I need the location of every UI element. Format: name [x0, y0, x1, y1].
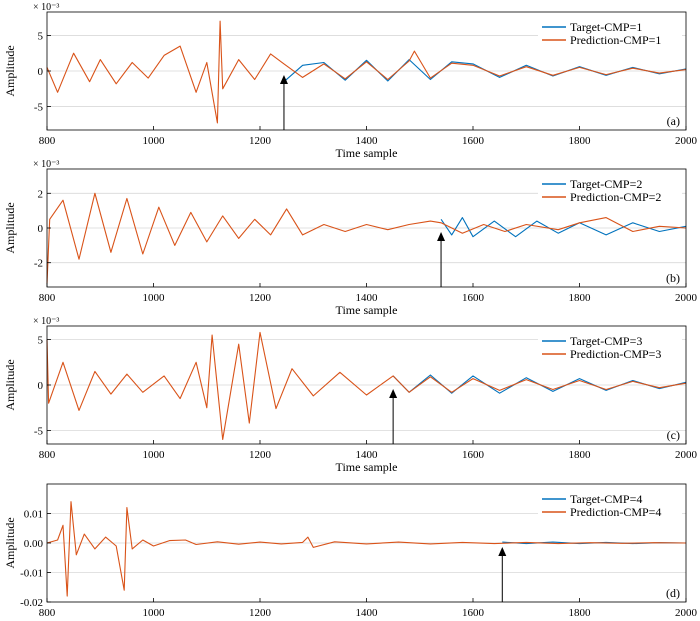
- y-tick-label: 5: [38, 30, 44, 42]
- legend-entry: Target-CMP=3: [570, 334, 642, 348]
- x-tick-label: 1800: [569, 449, 592, 461]
- y-tick-label: 5: [38, 335, 44, 347]
- legend-entry: Target-CMP=4: [570, 492, 642, 506]
- y-tick-label: 0.01: [24, 509, 43, 521]
- y-tick-label: 0: [38, 223, 44, 235]
- x-tick-label: 1000: [143, 607, 166, 619]
- y-axis-label: Amplitude: [3, 202, 17, 253]
- x-tick-label: 2000: [675, 449, 698, 461]
- x-tick-label: 1600: [462, 449, 485, 461]
- x-tick-label: 1600: [462, 607, 485, 619]
- x-tick-label: 1200: [249, 292, 272, 304]
- legend-entry: Target-CMP=2: [570, 177, 642, 191]
- panel-label: (b): [666, 271, 680, 285]
- y-exponent-label: × 10⁻³: [33, 316, 59, 327]
- panel-label: (c): [667, 428, 680, 442]
- x-tick-label: 1200: [249, 607, 272, 619]
- y-tick-label: -0.02: [20, 597, 43, 609]
- legend-entry: Prediction-CMP=4: [570, 505, 661, 519]
- x-tick-label: 1400: [356, 449, 379, 461]
- x-tick-label: 1200: [249, 135, 272, 147]
- target-series-line: [440, 217, 687, 238]
- x-tick-label: 1800: [569, 292, 592, 304]
- x-axis-label: Time sample: [336, 618, 398, 621]
- arrow-head-icon: [437, 232, 446, 241]
- arrow-head-icon: [498, 547, 507, 556]
- y-tick-label: -5: [34, 102, 44, 114]
- y-tick-label: 2: [38, 188, 44, 200]
- y-exponent-label: × 10⁻³: [33, 2, 59, 13]
- prediction-series-line: [46, 331, 687, 441]
- x-tick-label: 1800: [569, 607, 592, 619]
- x-tick-label: 1400: [356, 607, 379, 619]
- x-axis-label: Time sample: [336, 303, 398, 317]
- legend-entry: Prediction-CMP=2: [570, 190, 661, 204]
- y-tick-label: -2: [34, 258, 43, 270]
- x-tick-label: 1600: [462, 292, 485, 304]
- legend-entry: Target-CMP=1: [570, 20, 642, 34]
- y-tick-label: -5: [34, 425, 44, 437]
- x-tick-label: 800: [39, 292, 56, 304]
- y-axis-label: Amplitude: [3, 359, 17, 410]
- x-tick-label: 2000: [675, 607, 698, 619]
- legend-entry: Prediction-CMP=3: [570, 347, 661, 361]
- y-exponent-label: × 10⁻³: [33, 159, 59, 170]
- x-tick-label: 1000: [143, 135, 166, 147]
- x-tick-label: 1000: [143, 449, 166, 461]
- legend-box: [538, 175, 682, 205]
- x-tick-label: 1000: [143, 292, 166, 304]
- x-tick-label: 2000: [675, 292, 698, 304]
- x-tick-label: 1400: [356, 292, 379, 304]
- y-tick-label: 0: [38, 380, 44, 392]
- x-tick-label: 1800: [569, 135, 592, 147]
- panel-d: 800 1000 1200 1400 1600 1800 2000 -0.02 -0.01 0.0…: [3, 483, 698, 621]
- y-axis-label: Amplitude: [3, 517, 17, 568]
- arrow-head-icon: [389, 389, 398, 398]
- panel-c: 800 1000 1200 1400 1600 1800 2000 -5 0 5 × 10⁻³ Tim…: [3, 316, 698, 474]
- y-axis-label: Amplitude: [3, 45, 17, 96]
- x-tick-label: 2000: [675, 135, 698, 147]
- x-axis-label: Time sample: [336, 460, 398, 474]
- panel-a: 800 1000 1200 1400 1600 1800 2000 -5 0 5 × 10⁻³ Tim…: [3, 2, 698, 160]
- arrow-head-icon: [279, 75, 288, 84]
- panel-label: (d): [666, 586, 680, 600]
- prediction-series-line: [46, 20, 687, 124]
- target-series-line: [392, 374, 687, 394]
- x-tick-label: 1400: [356, 135, 379, 147]
- legend-box: [538, 332, 682, 362]
- y-tick-label: -0.01: [20, 568, 43, 580]
- panel-label: (a): [667, 114, 680, 128]
- panel-b: 800 1000 1200 1400 1600 1800 2000 -2 0 2 × 10⁻³ Tim…: [3, 159, 698, 317]
- y-tick-label: 0.00: [24, 538, 44, 550]
- x-tick-label: 800: [39, 607, 56, 619]
- x-tick-label: 800: [39, 449, 56, 461]
- x-axis-label: Time sample: [336, 146, 398, 160]
- legend-box: [538, 490, 682, 520]
- legend-entry: Prediction-CMP=1: [570, 33, 661, 47]
- x-tick-label: 1600: [462, 135, 485, 147]
- legend-box: [538, 18, 682, 48]
- prediction-series-line: [46, 192, 687, 284]
- x-tick-label: 800: [39, 135, 56, 147]
- y-tick-label: 0: [38, 66, 44, 78]
- prediction-series-line: [46, 501, 687, 597]
- x-tick-label: 1200: [249, 449, 272, 461]
